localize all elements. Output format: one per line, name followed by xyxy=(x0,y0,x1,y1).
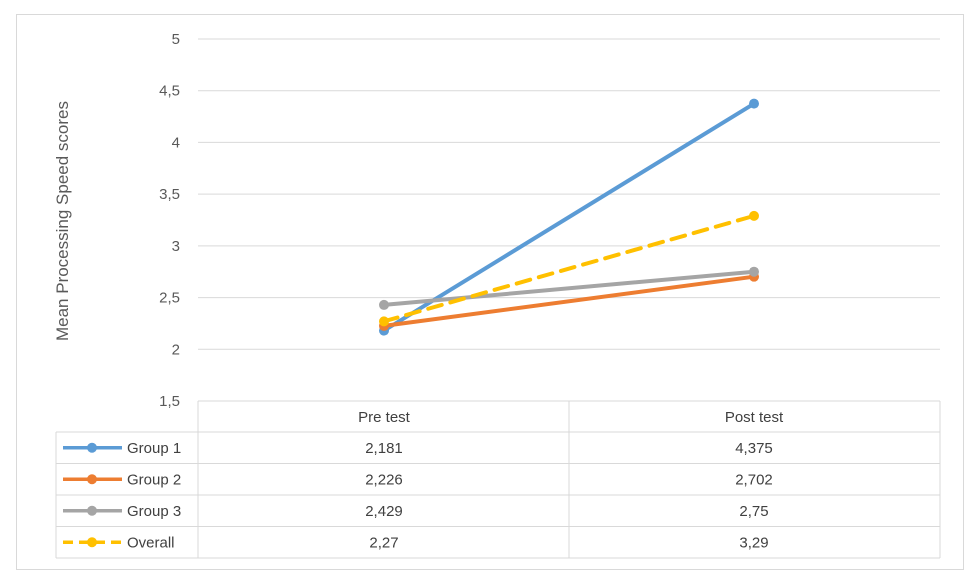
data-label: 2,702 xyxy=(735,471,773,488)
legend-marker xyxy=(87,442,97,453)
data-label: 3,29 xyxy=(739,534,768,551)
data-point xyxy=(379,299,389,310)
data-label: 2,181 xyxy=(365,440,403,457)
legend-marker xyxy=(87,537,97,548)
series-line xyxy=(382,101,756,333)
legend-label: Group 1 xyxy=(127,440,181,457)
category-label: Pre test xyxy=(358,409,411,426)
data-point xyxy=(749,98,759,109)
legend-label: Overall xyxy=(127,534,175,551)
data-label: 4,375 xyxy=(735,440,773,457)
data-label: 2,429 xyxy=(365,503,403,520)
y-tick-label: 2,5 xyxy=(159,290,180,307)
y-tick-label: 4 xyxy=(172,134,180,151)
y-tick-label: 2 xyxy=(172,341,180,358)
data-label: 2,75 xyxy=(739,503,768,520)
data-point xyxy=(749,266,759,277)
series-line xyxy=(382,213,756,324)
chart-frame xyxy=(16,14,964,570)
series-line xyxy=(382,274,756,328)
y-tick-label: 3,5 xyxy=(159,186,180,203)
y-tick-label: 1,5 xyxy=(159,393,180,410)
y-tick-label: 5 xyxy=(172,31,180,48)
series-line xyxy=(382,269,756,307)
data-label: 2,226 xyxy=(365,471,403,488)
data-point xyxy=(379,316,389,327)
legend-marker xyxy=(87,505,97,516)
legend-label: Group 3 xyxy=(127,503,181,520)
data-point xyxy=(749,210,759,221)
legend-label: Group 2 xyxy=(127,471,181,488)
category-label: Post test xyxy=(725,409,784,426)
y-tick-label: 3 xyxy=(172,238,180,255)
y-axis-label: Mean Processing Speed scores xyxy=(53,101,72,341)
data-label: 2,27 xyxy=(369,534,398,551)
series-lines xyxy=(379,98,759,336)
y-tick-label: 4,5 xyxy=(159,83,180,100)
data-table: Pre test Post test Group 1 2,181 4,375 Group … xyxy=(55,400,941,559)
y-axis-ticks: 1,5 2 2,5 3 3,5 4 4,5 5 xyxy=(159,31,180,410)
legend-marker xyxy=(87,474,97,485)
gridlines xyxy=(198,38,940,350)
